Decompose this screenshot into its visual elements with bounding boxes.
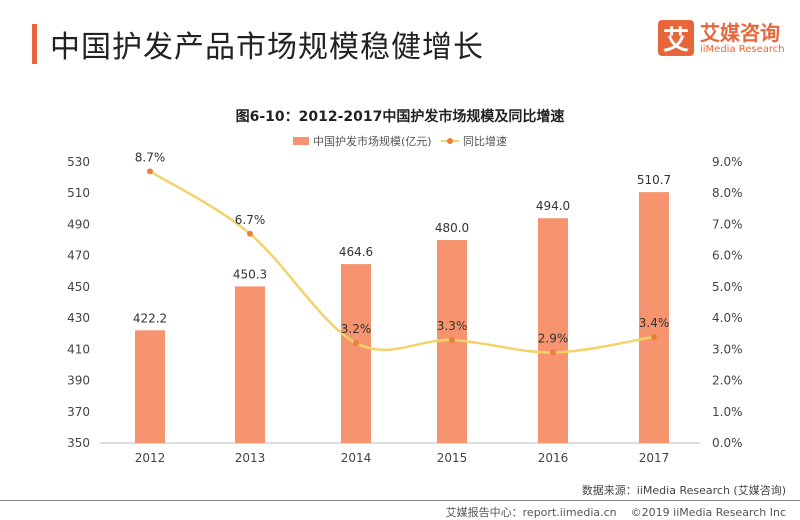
growth-label: 3.3% — [437, 319, 468, 333]
y-right-tick: 5.0% — [712, 280, 743, 294]
legend-bar-label: 中国护发市场规模(亿元) — [312, 135, 432, 148]
y-right-tick: 3.0% — [712, 342, 743, 356]
y-left-tick: 490 — [67, 217, 90, 231]
logo-cn: 艾媒咨询 — [700, 20, 780, 45]
y-left-tick: 530 — [67, 155, 90, 169]
y-right-tick: 8.0% — [712, 186, 743, 200]
legend-bar-swatch — [292, 137, 309, 145]
bar — [341, 264, 371, 443]
y-left-tick: 470 — [67, 249, 90, 263]
bar-label: 464.6 — [339, 245, 373, 259]
y-right-tick: 6.0% — [712, 249, 743, 263]
x-tick: 2015 — [437, 451, 468, 465]
y-left-tick: 350 — [67, 436, 90, 450]
report-center: 艾媒报告中心：report.iimedia.cn — [445, 506, 617, 519]
chart-title: 图6-10：2012-2017中国护发市场规模及同比增速 — [235, 109, 565, 125]
growth-label: 3.4% — [639, 316, 670, 330]
y-left-tick: 510 — [67, 186, 90, 200]
growth-label: 2.9% — [538, 331, 569, 345]
footer: 艾媒报告中心：report.iimedia.cn ©2019 iiMedia Re… — [446, 504, 786, 520]
y-left-tick: 370 — [67, 405, 90, 419]
y-left-tick: 430 — [67, 311, 90, 325]
bar-label: 494.0 — [536, 199, 570, 213]
bar-label: 480.0 — [435, 221, 469, 235]
logo-mark: 艾 — [658, 20, 694, 56]
legend-line-swatch — [441, 138, 460, 144]
growth-point — [353, 340, 359, 347]
growth-label: 6.7% — [235, 213, 266, 227]
growth-label: 8.7% — [135, 150, 166, 164]
bar-label: 422.2 — [133, 311, 167, 325]
x-tick: 2013 — [235, 451, 266, 465]
legend: 中国护发市场规模(亿元) 同比增速 — [0, 133, 800, 149]
logo: 艾 艾媒咨询 iiMedia Research — [658, 20, 785, 56]
growth-point — [550, 349, 556, 356]
bar — [538, 218, 568, 443]
y-left-tick: 450 — [67, 280, 90, 294]
growth-label: 3.2% — [341, 322, 372, 336]
y-right-tick: 2.0% — [712, 374, 743, 388]
bar — [135, 330, 165, 443]
y-right-tick: 0.0% — [712, 436, 743, 450]
data-source: 数据来源：iiMedia Research (艾媒咨询) — [581, 484, 786, 497]
y-right-tick: 9.0% — [712, 155, 743, 169]
x-tick: 2014 — [341, 451, 372, 465]
growth-line — [149, 170, 655, 354]
footer-divider — [0, 500, 800, 501]
y-right-tick: 4.0% — [712, 311, 743, 325]
y-left-tick: 410 — [67, 342, 90, 356]
y-right-tick: 7.0% — [712, 217, 743, 231]
x-tick: 2012 — [135, 451, 166, 465]
growth-point — [651, 333, 657, 340]
x-tick: 2017 — [639, 451, 670, 465]
x-tick: 2016 — [538, 451, 569, 465]
title-accent-bar — [32, 24, 37, 64]
y-left-tick: 390 — [67, 374, 90, 388]
bar — [235, 286, 265, 443]
logo-en: iiMedia Research — [700, 43, 785, 55]
growth-point — [147, 168, 153, 175]
page-title: 中国护发产品市场规模稳健增长 — [50, 30, 484, 65]
growth-point — [449, 336, 455, 343]
growth-point — [247, 230, 253, 237]
bar — [639, 192, 669, 443]
legend-line-label: 同比增速 — [463, 135, 508, 148]
chart: 350 370 390 410 430 450 470 490 510 530 0.0% 1.0% 2.… — [67, 150, 743, 465]
bar-label: 510.7 — [637, 173, 671, 187]
y-right-tick: 1.0% — [712, 405, 743, 419]
bar-label: 450.3 — [233, 267, 267, 281]
copyright: ©2019 iiMedia Research Inc — [630, 506, 786, 519]
